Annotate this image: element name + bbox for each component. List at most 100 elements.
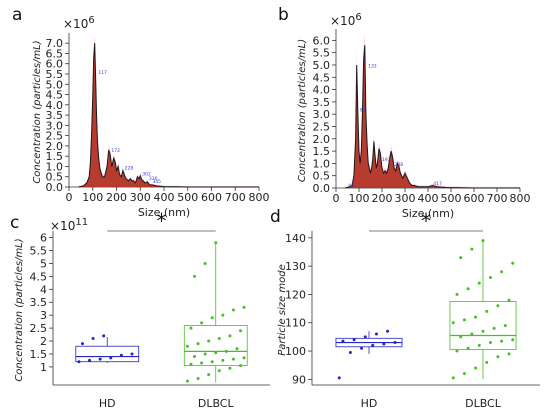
- axis-exponent-power: 6: [355, 12, 361, 23]
- y-tick-label: 3.0: [46, 119, 64, 132]
- peak-label: 97: [360, 108, 366, 114]
- data-point: [242, 305, 246, 309]
- x-tick-label: 100: [349, 192, 370, 205]
- y-axis-label: Concentration (particles/mL): [32, 40, 43, 183]
- data-point: [185, 379, 189, 383]
- data-point: [507, 298, 511, 302]
- y-tick-label: 3.0: [313, 108, 331, 121]
- x-tick-label: 800: [249, 191, 270, 204]
- x-category-label: DLBCL: [198, 397, 235, 410]
- x-category-label: DLBCL: [465, 397, 502, 410]
- peak-label: 46: [348, 183, 354, 189]
- y-tick-label: 100: [285, 345, 306, 358]
- data-point: [214, 241, 218, 245]
- concentration-line: [78, 43, 259, 188]
- data-point: [477, 281, 481, 285]
- box-dlbcl: [183, 241, 248, 383]
- x-category-label: HD: [99, 397, 116, 410]
- data-point: [203, 261, 207, 265]
- data-point: [386, 329, 390, 333]
- data-point: [221, 358, 225, 362]
- data-point: [228, 366, 232, 370]
- data-point: [196, 342, 200, 346]
- data-point: [500, 339, 504, 343]
- data-point: [242, 356, 246, 360]
- box-hd: [335, 329, 403, 380]
- concentration-area: [345, 45, 520, 188]
- y-tick-label: 6: [40, 232, 47, 245]
- peak-label: 228: [125, 166, 134, 172]
- y-tick-label: 7.0: [46, 37, 64, 50]
- y-tick-label: 4: [40, 283, 47, 296]
- peak-label: 172: [111, 148, 120, 154]
- data-point: [477, 343, 481, 347]
- data-point: [210, 316, 214, 320]
- y-tick-label: 5.0: [313, 59, 331, 72]
- data-point: [360, 346, 364, 350]
- x-tick-label: 700: [487, 192, 508, 205]
- axis-exponent: ×1011: [50, 217, 88, 233]
- x-axis-label: Size (nm): [138, 206, 190, 219]
- data-point: [455, 292, 459, 296]
- data-point: [207, 339, 211, 343]
- box-hd: [75, 334, 140, 364]
- data-point: [91, 336, 95, 340]
- data-point: [500, 270, 504, 274]
- y-axis-label: Concentration (particles/mL): [14, 238, 25, 381]
- y-axis-label: Concentration (particles/mL): [297, 39, 308, 182]
- data-point: [217, 369, 221, 373]
- axis-exponent: ×106: [63, 15, 95, 31]
- data-point: [189, 326, 193, 330]
- y-tick-label: 140: [285, 232, 306, 245]
- data-point: [224, 349, 228, 353]
- axis-exponent: ×106: [330, 12, 362, 28]
- x-axis-label: Size (nm): [402, 207, 454, 220]
- data-point: [393, 341, 397, 345]
- data-point: [196, 377, 200, 381]
- data-point: [481, 329, 485, 333]
- x-tick-label: 0: [333, 192, 340, 205]
- data-point: [221, 313, 225, 317]
- concentration-line: [345, 45, 520, 189]
- data-point: [214, 351, 218, 355]
- y-tick-label: 4.5: [46, 89, 64, 102]
- data-point: [217, 336, 221, 340]
- data-point: [470, 332, 474, 336]
- data-point: [109, 356, 113, 360]
- panel-letter-c: c: [10, 213, 19, 233]
- y-tick-label: 2.0: [313, 133, 331, 146]
- y-tick-label: 1.5: [313, 145, 331, 158]
- y-tick-label: 6.0: [46, 58, 64, 71]
- y-tick-label: 0.0: [313, 182, 331, 195]
- data-point: [496, 355, 500, 359]
- data-point: [130, 352, 134, 356]
- x-tick-label: 400: [154, 191, 175, 204]
- data-point: [462, 318, 466, 322]
- y-tick-label: 3.5: [30, 296, 48, 309]
- data-point: [485, 360, 489, 364]
- x-tick-label: 500: [441, 192, 462, 205]
- y-tick-label: 4.0: [46, 99, 64, 112]
- concentration-area: [78, 43, 259, 188]
- panel-letter-a: a: [12, 5, 22, 25]
- data-point: [459, 335, 463, 339]
- data-point: [239, 329, 243, 333]
- box-iqr: [449, 301, 517, 351]
- y-tick-label: 4.5: [30, 270, 48, 283]
- data-point: [459, 256, 463, 260]
- y-tick-label: 5.5: [313, 47, 331, 60]
- data-point: [455, 349, 459, 353]
- data-point: [470, 247, 474, 251]
- y-tick-label: 0.5: [46, 171, 64, 184]
- y-tick-label: 5.5: [46, 68, 64, 81]
- data-point: [466, 346, 470, 350]
- panel-c: c 11.522.533.544.555.56×1011 Concentration…: [10, 209, 270, 410]
- data-point: [492, 326, 496, 330]
- data-point: [474, 315, 478, 319]
- y-tick-label: 1.0: [46, 160, 64, 173]
- y-tick-label: 1.5: [46, 150, 64, 163]
- data-point: [185, 344, 189, 348]
- panel-letter-d: d: [270, 207, 281, 227]
- data-point: [102, 334, 106, 338]
- data-point: [341, 339, 345, 343]
